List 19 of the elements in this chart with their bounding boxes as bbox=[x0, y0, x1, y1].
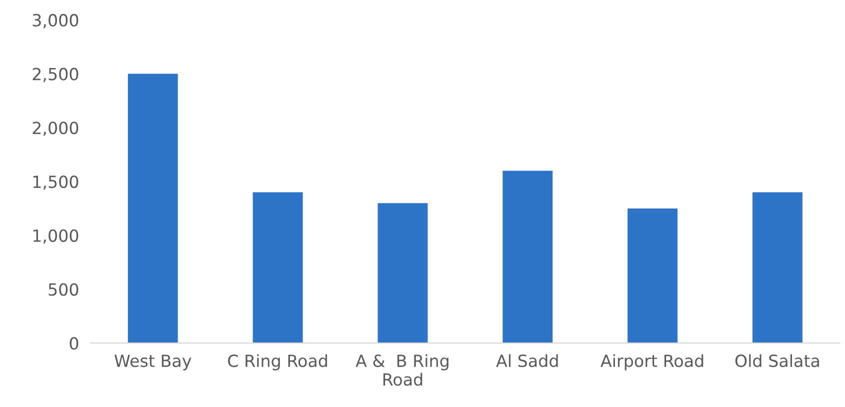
y-tick-label: 500 bbox=[48, 283, 78, 296]
x-tick-label: A & B Ring Road bbox=[356, 354, 448, 386]
y-tick-label: 1,500 bbox=[33, 175, 78, 190]
x-tick-label: C Ring Road bbox=[228, 354, 327, 370]
x-tick-label: Old Salata bbox=[735, 354, 819, 368]
bar bbox=[252, 192, 303, 344]
bar bbox=[128, 74, 178, 344]
bar bbox=[378, 203, 428, 344]
y-tick-label: 2,500 bbox=[32, 68, 78, 82]
bar bbox=[752, 192, 802, 344]
x-tick-label: West Bay bbox=[114, 354, 192, 370]
x-tick-label: Al Sadd bbox=[496, 354, 558, 368]
y-tick-label: 2,000 bbox=[32, 122, 78, 136]
y-tick-label: 0 bbox=[70, 337, 78, 350]
x-tick-label: Airport Road bbox=[600, 354, 704, 370]
y-tick-label: 3,000 bbox=[32, 14, 78, 28]
y-tick-label: 1,000 bbox=[33, 229, 78, 244]
bar bbox=[628, 208, 678, 344]
bar bbox=[502, 170, 553, 344]
